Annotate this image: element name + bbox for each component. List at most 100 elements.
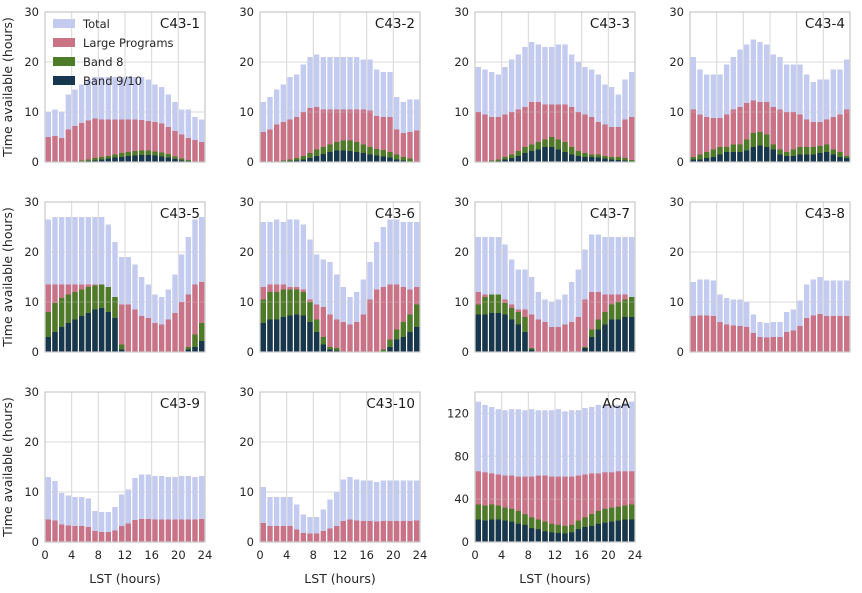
plot-border <box>474 391 636 543</box>
bar-band8 <box>307 153 313 162</box>
bar-large <box>555 104 561 162</box>
bar-large <box>407 521 413 542</box>
plot-border <box>474 201 636 353</box>
bar-total <box>407 99 413 162</box>
chart-c43-4: 0 10 20 30 C43-4 <box>669 5 851 169</box>
bar-total <box>185 476 191 542</box>
bar-large <box>562 476 568 542</box>
bar-band910 <box>314 332 320 352</box>
bar-band910 <box>300 315 306 352</box>
bar-large <box>52 136 58 162</box>
bar-total <box>555 44 561 162</box>
bar-large <box>327 528 333 542</box>
bar-large <box>569 322 575 352</box>
bar-band910 <box>569 532 575 542</box>
bar-large <box>165 519 171 542</box>
bar-large <box>529 102 535 162</box>
bar-total <box>52 109 58 162</box>
x-tick-label: 0 <box>256 548 263 562</box>
chart-title: C43-3 <box>590 16 630 32</box>
bar-band910 <box>515 523 521 542</box>
bar-large <box>542 104 548 162</box>
bar-band910 <box>757 145 763 162</box>
bar-large <box>320 109 326 162</box>
bar-total <box>334 274 340 352</box>
bars <box>260 54 420 162</box>
bar-total <box>52 481 58 542</box>
bar-large <box>764 102 770 162</box>
bar-band910 <box>569 154 575 162</box>
bar-large <box>810 122 816 162</box>
bar-large <box>407 132 413 162</box>
bar-large <box>609 472 615 542</box>
y-tick-label: 10 <box>669 105 684 119</box>
bar-large <box>394 521 400 542</box>
bar-large <box>274 526 280 542</box>
bar-band910 <box>515 324 521 352</box>
y-tick-labels: 0 40 80 120 <box>447 406 469 549</box>
plot-border <box>44 391 206 543</box>
bar-band910 <box>287 315 293 352</box>
bar-band910 <box>400 160 406 162</box>
bar-total <box>172 477 178 542</box>
bars <box>260 219 420 352</box>
bar-band910 <box>394 159 400 162</box>
bar-band910 <box>515 156 521 162</box>
bar-total <box>85 498 91 542</box>
y-tick-label: 10 <box>24 105 39 119</box>
bar-total <box>367 480 373 542</box>
bar-band910 <box>274 319 280 352</box>
bar-large <box>185 138 191 162</box>
bar-total <box>320 259 326 352</box>
bar-large <box>159 324 165 352</box>
bar-total <box>199 476 205 542</box>
bar-large <box>622 119 628 162</box>
bars <box>260 477 420 542</box>
bar-total <box>280 497 286 542</box>
bar-band910 <box>52 332 58 352</box>
bar-total <box>387 480 393 542</box>
bar-total <box>374 482 380 542</box>
bar-band8 <box>59 298 65 352</box>
bar-large <box>340 109 346 162</box>
bar-large <box>562 104 568 162</box>
bars <box>475 42 635 162</box>
bar-band910 <box>307 158 313 162</box>
bar-band910 <box>320 154 326 162</box>
bar-large <box>132 309 138 352</box>
bar-total <box>152 476 158 542</box>
bar-band910 <box>407 332 413 352</box>
bar-band910 <box>482 314 488 352</box>
bar-total <box>179 476 185 542</box>
bar-large <box>112 530 118 542</box>
bar-band910 <box>99 159 105 162</box>
bar-large <box>145 519 151 542</box>
bar-large <box>744 103 750 162</box>
bar-large <box>730 325 736 352</box>
series-band910 <box>495 147 628 162</box>
bar-total <box>92 511 98 542</box>
bar-band910 <box>92 309 98 352</box>
bar-band8 <box>199 323 205 352</box>
bar-band910 <box>615 319 621 352</box>
plot-border <box>474 11 636 163</box>
bar-band910 <box>609 319 615 352</box>
bar-total <box>502 244 508 352</box>
legend-swatch-band910 <box>53 76 75 85</box>
bar-large <box>145 121 151 162</box>
legend-swatch-total <box>53 19 75 28</box>
bar-large <box>65 129 71 162</box>
bar-large <box>609 127 615 162</box>
series-total <box>260 477 420 542</box>
bars <box>475 234 635 352</box>
x-tick-labels: 0 4 8 12 16 20 24 <box>41 548 212 562</box>
bar-large <box>737 107 743 162</box>
bar-band910 <box>280 317 286 352</box>
bar-total <box>817 79 823 162</box>
bar-large <box>374 116 380 162</box>
bar-band910 <box>582 157 588 162</box>
bar-band910 <box>777 154 783 162</box>
x-axis-label: LST (hours) <box>304 571 375 586</box>
bar-band910 <box>354 152 360 162</box>
bar-large <box>595 473 601 542</box>
